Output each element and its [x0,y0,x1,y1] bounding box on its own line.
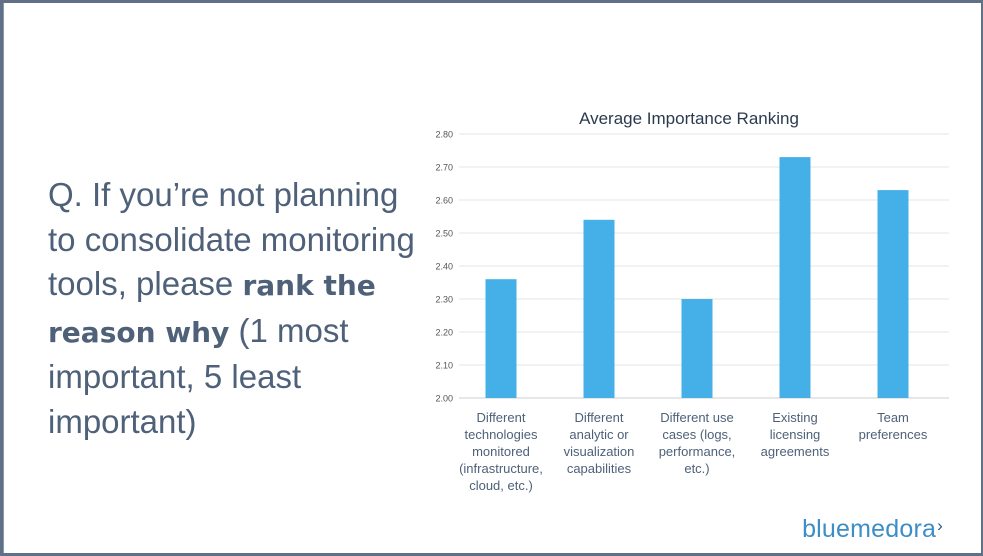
question-emphasis: rank the reason why [48,269,376,349]
x-tick-label: Different analytic or visualization capabil… [564,410,635,476]
brand-logo-medora: medora [850,515,937,543]
y-tick-label: 2.80 [435,130,453,140]
bar [485,279,517,398]
chart-title: Average Importance Ranking [579,109,799,128]
y-tick-label: 2.00 [435,394,453,404]
y-tick-label: 2.60 [435,196,453,206]
brand-logo: bluemedora› [802,515,943,544]
x-tick-label: Different use cases (logs, performance, etc… [659,410,736,476]
y-tick-label: 2.50 [435,229,453,239]
bar [779,157,811,398]
bar [583,219,615,398]
x-tick-label: Different technologies monitored (infrastru… [459,410,543,493]
y-tick-label: 2.40 [435,262,453,272]
y-tick-label: 2.10 [435,361,453,371]
bar [877,190,909,398]
question-prefix: Q. If you’re not planning to consolidate… [48,176,415,302]
y-tick-label: 2.20 [435,328,453,338]
brand-logo-blue: blue [802,515,851,543]
y-tick-label: 2.30 [435,295,453,305]
brand-chevron-icon: › [937,516,943,535]
x-tick-label: Existing licensing agreements [761,410,830,459]
x-tick-label: Team preferences [859,410,928,442]
question-text: Q. If you’re not planning to consolidate… [48,173,428,444]
slide: Q. If you’re not planning to consolidate… [3,3,981,553]
question-suffix: (1 most important, 5 least important) [48,311,349,440]
bar-chart: Average Importance Ranking 2.00 2.10 2.20 2.… [435,109,949,493]
bar [681,299,713,398]
y-tick-label: 2.70 [435,163,453,173]
